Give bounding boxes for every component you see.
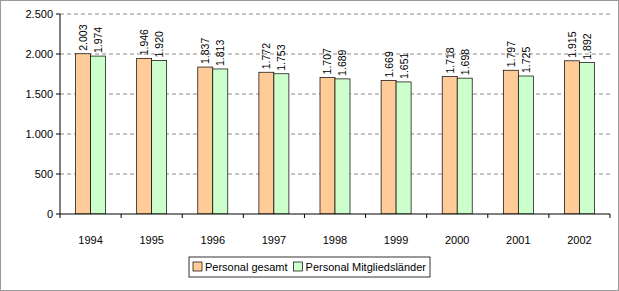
data-label: 1.946 bbox=[138, 29, 150, 55]
data-label: 1.772 bbox=[260, 43, 272, 69]
x-axis bbox=[60, 214, 610, 215]
category-label: 1999 bbox=[384, 234, 408, 246]
tick-label: 2.000 bbox=[25, 48, 53, 60]
tick-mark bbox=[56, 54, 60, 55]
tick-label: 1.500 bbox=[25, 88, 53, 100]
data-labels: 2.003 1.946 1.837 1.772 1.707 1.669 1.718 1.797… bbox=[77, 24, 593, 79]
data-label: 1.718 bbox=[444, 47, 456, 73]
x-tick bbox=[365, 214, 366, 218]
bar bbox=[259, 72, 274, 214]
legend-swatch bbox=[193, 262, 202, 271]
category-label: 1997 bbox=[262, 234, 286, 246]
bar bbox=[442, 77, 457, 214]
tick-label: 0 bbox=[47, 208, 53, 220]
data-label: 1.797 bbox=[505, 41, 517, 67]
x-tick bbox=[121, 214, 122, 218]
x-tick bbox=[243, 214, 244, 218]
legend-box bbox=[189, 257, 430, 277]
bar bbox=[213, 69, 228, 214]
bar bbox=[579, 63, 594, 214]
y-axis bbox=[60, 14, 61, 214]
x-tick bbox=[304, 214, 305, 218]
category-label: 1995 bbox=[139, 234, 163, 246]
bar bbox=[198, 67, 213, 214]
category-label: 2000 bbox=[445, 234, 469, 246]
tick-mark bbox=[56, 214, 60, 215]
legend-label: Personal gesamt bbox=[205, 261, 288, 273]
bar bbox=[396, 82, 411, 214]
x-tick bbox=[610, 214, 611, 218]
bar bbox=[76, 54, 91, 214]
x-tick bbox=[426, 214, 427, 218]
tick-mark bbox=[56, 14, 60, 15]
bar bbox=[457, 78, 472, 214]
legend-label: Personal Mitgliedsländer bbox=[306, 261, 427, 273]
data-label: 1.651 bbox=[398, 52, 410, 78]
tick-label: 1.000 bbox=[25, 128, 53, 140]
data-label: 1.915 bbox=[566, 31, 578, 57]
data-label: 1.669 bbox=[383, 51, 395, 77]
tick-label: 2.500 bbox=[25, 8, 53, 20]
data-label: 1.753 bbox=[275, 44, 287, 70]
x-tick bbox=[487, 214, 488, 218]
bars bbox=[76, 54, 595, 214]
data-label: 1.974 bbox=[92, 27, 104, 53]
x-tick bbox=[182, 214, 183, 218]
chart: 05001.0001.5002.0002.5002.0031.9461.8371… bbox=[0, 0, 619, 291]
legend: Personal gesamt Personal Mitgliedsländer bbox=[189, 257, 430, 277]
category-label: 2001 bbox=[506, 234, 530, 246]
data-label: 2.003 bbox=[77, 24, 89, 50]
bar bbox=[518, 76, 533, 214]
tick-mark bbox=[56, 134, 60, 135]
x-tick bbox=[60, 214, 61, 218]
chart-frame bbox=[1, 1, 619, 291]
bar bbox=[381, 80, 396, 214]
bar bbox=[320, 77, 335, 214]
tick-mark bbox=[56, 174, 60, 175]
x-tick bbox=[548, 214, 549, 218]
category-label: 1996 bbox=[201, 234, 225, 246]
category-label: 1994 bbox=[78, 234, 102, 246]
bar bbox=[335, 79, 350, 214]
category-label: 2002 bbox=[567, 234, 591, 246]
grid-line bbox=[60, 14, 610, 15]
data-label: 1.707 bbox=[322, 48, 334, 74]
data-label: 1.837 bbox=[199, 38, 211, 64]
data-label: 1.892 bbox=[581, 33, 593, 59]
data-label: 1.698 bbox=[459, 49, 471, 75]
bar bbox=[503, 70, 518, 214]
tick-mark bbox=[56, 94, 60, 95]
data-label: 1.725 bbox=[520, 47, 532, 73]
bar bbox=[564, 61, 579, 214]
bar bbox=[274, 74, 289, 214]
tick-label: 500 bbox=[35, 168, 53, 180]
category-label: 1998 bbox=[323, 234, 347, 246]
legend-swatch bbox=[294, 262, 303, 271]
data-label: 1.813 bbox=[214, 40, 226, 66]
data-label: 1.920 bbox=[153, 31, 165, 57]
bar bbox=[91, 56, 106, 214]
bar bbox=[152, 60, 167, 214]
bar bbox=[137, 58, 152, 214]
data-label: 1.689 bbox=[337, 49, 349, 75]
